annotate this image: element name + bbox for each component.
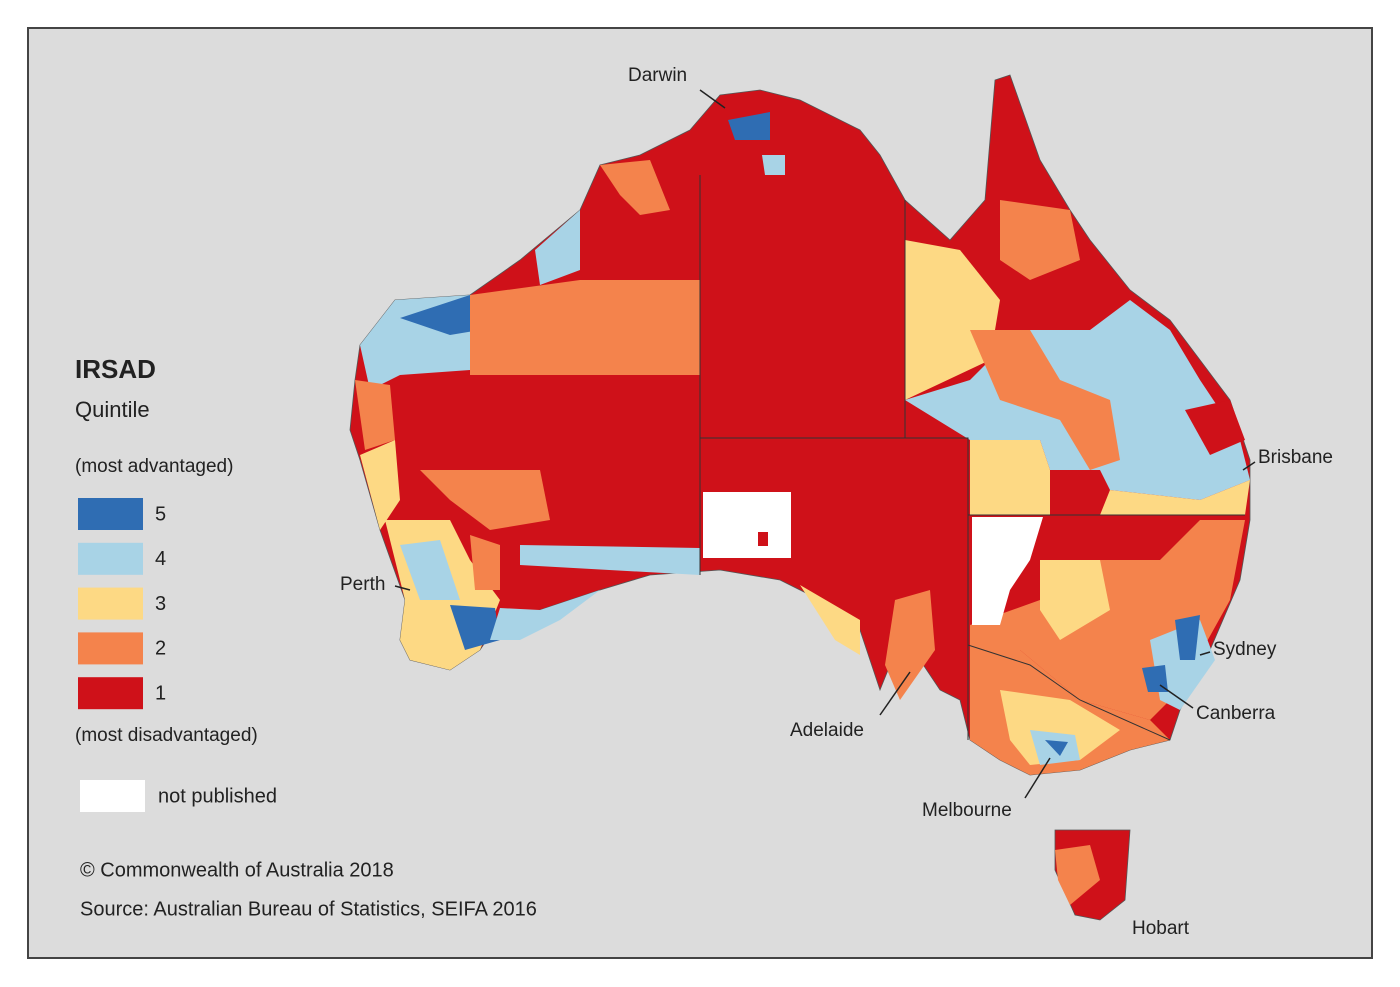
leader-lines (394, 89, 1256, 799)
region (970, 330, 1120, 470)
legend-swatch (78, 587, 143, 620)
legend-label: 5 (155, 503, 166, 525)
city-label: Melbourne (922, 800, 1012, 821)
leader-line (1199, 651, 1211, 656)
legend-label: 4 (155, 548, 166, 570)
region (600, 160, 670, 215)
region (355, 380, 395, 450)
legend-swatch (78, 498, 143, 530)
city-label: Perth (340, 574, 385, 595)
legend-label: 1 (155, 682, 166, 704)
legend-swatch (80, 780, 145, 812)
region (470, 535, 500, 590)
legend-label: 2 (155, 638, 166, 660)
region (400, 540, 460, 600)
leader-line (1024, 757, 1051, 799)
not-published-area (972, 517, 1043, 625)
region (885, 590, 935, 700)
city-label: Darwin (628, 65, 687, 86)
region (762, 155, 785, 175)
region (1185, 400, 1245, 455)
legend-label: not published (158, 785, 277, 807)
region (450, 605, 500, 650)
region (728, 112, 770, 140)
region (520, 545, 700, 575)
region (1175, 615, 1200, 660)
region (758, 532, 768, 546)
city-label: Hobart (1132, 918, 1190, 939)
leader-line (699, 89, 726, 109)
city-label: Canberra (1196, 703, 1276, 724)
region (1000, 690, 1120, 765)
legend-swatch (78, 677, 143, 710)
leader-line (1242, 461, 1256, 471)
region (400, 295, 480, 335)
region (1100, 480, 1250, 515)
legend-swatch (78, 632, 143, 665)
copyright: © Commonwealth of Australia 2018 (80, 859, 394, 881)
legend-swatch (78, 542, 143, 575)
legend-note: (most disadvantaged) (75, 725, 258, 746)
region (1045, 740, 1068, 756)
region (470, 280, 700, 375)
region (970, 440, 1050, 515)
leader-line (394, 585, 411, 591)
legend-note: (most advantaged) (75, 456, 233, 477)
region (1040, 560, 1110, 640)
state-border (699, 175, 1245, 741)
region (1055, 845, 1100, 905)
region (905, 240, 1000, 400)
source: Source: Australian Bureau of Statistics,… (80, 898, 537, 920)
legend-subtitle: Quintile (75, 397, 150, 422)
leader-line (879, 671, 911, 716)
not-published-area (703, 492, 791, 558)
region (535, 210, 580, 285)
city-label: Brisbane (1258, 447, 1333, 468)
region (800, 585, 860, 655)
city-label: Adelaide (790, 720, 864, 741)
region (490, 590, 600, 640)
city-label: Sydney (1213, 639, 1277, 660)
legend-label: 3 (155, 593, 166, 615)
legend-title: IRSAD (75, 354, 156, 384)
region (420, 470, 550, 530)
region (1000, 200, 1080, 280)
australia (349, 74, 1251, 921)
region (360, 440, 400, 530)
leader-line (1159, 684, 1194, 709)
